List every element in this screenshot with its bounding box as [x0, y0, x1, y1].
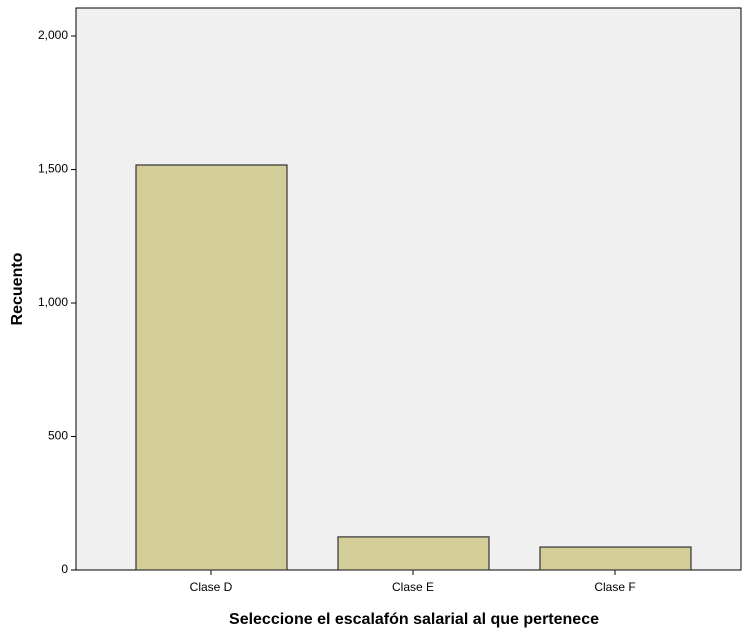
y-axis-title: Recuento — [9, 252, 26, 325]
y-tick-label: 1,000 — [38, 295, 68, 309]
y-tick-label: 2,000 — [38, 28, 68, 42]
bar — [135, 164, 288, 571]
y-tick-label: 1,500 — [38, 162, 68, 176]
x-axis-title: Seleccione el escalafón salarial al que … — [229, 611, 599, 628]
y-tick-label: 0 — [61, 562, 68, 576]
x-tick-label: Clase E — [392, 580, 434, 594]
bar — [539, 546, 692, 571]
x-tick-label: Clase D — [190, 580, 233, 594]
y-tick-label: 500 — [48, 429, 68, 443]
bar — [337, 536, 490, 571]
x-tick-label: Clase F — [594, 580, 635, 594]
